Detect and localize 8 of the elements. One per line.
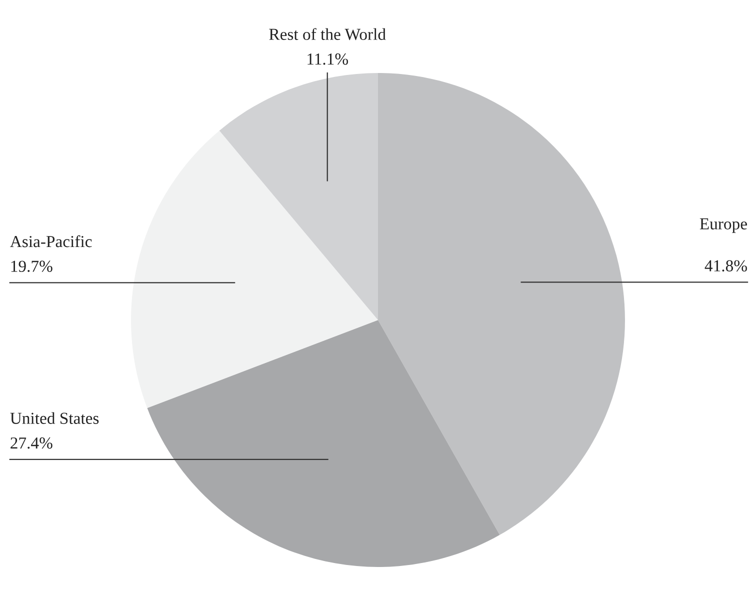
data-label: 41.8% <box>704 260 747 272</box>
data-label: 19.7% <box>11 260 52 272</box>
slice-label: United States <box>10 412 99 424</box>
data-label: 27.4% <box>10 437 52 449</box>
slice-label: Asia-Pacific <box>10 235 92 248</box>
slice-label: Europe <box>700 218 747 233</box>
data-label: 11.1% <box>308 53 348 65</box>
slice-label: Rest of the World <box>269 28 386 40</box>
